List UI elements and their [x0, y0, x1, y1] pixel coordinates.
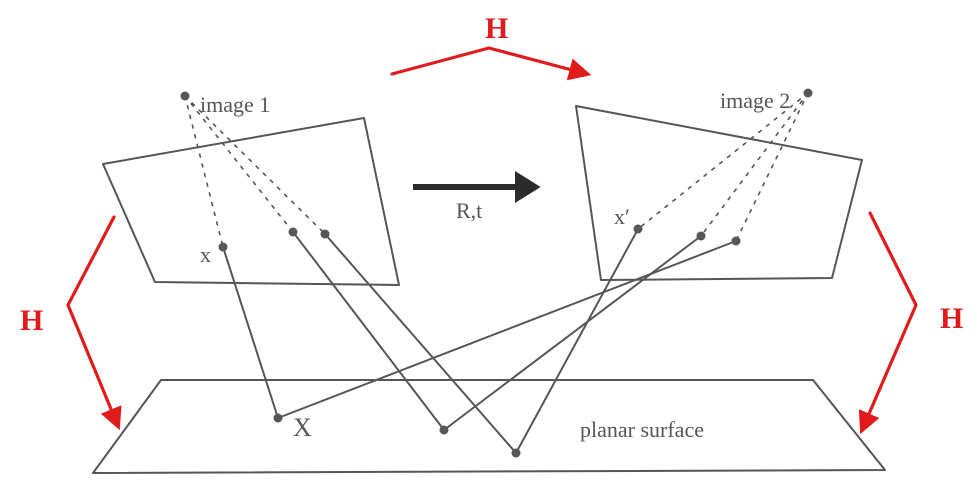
world-point-0 [274, 414, 283, 423]
right-camera-center [804, 89, 813, 98]
label-H-top: H [485, 12, 508, 45]
right-ray-1 [444, 236, 701, 430]
label-R-t: R,t [456, 198, 482, 223]
left-image-point-1 [289, 228, 298, 237]
red-arrow-right [862, 213, 916, 430]
left-ray-0 [223, 247, 278, 418]
right-dotted-ray-1 [701, 93, 808, 236]
right-image-point-0 [634, 225, 643, 234]
center-arrow-head [515, 171, 541, 203]
left-dotted-ray-0 [185, 96, 223, 247]
left-ray-2 [325, 234, 516, 453]
label-x: x [200, 242, 211, 267]
label-image-2: image 2 [720, 88, 790, 113]
left-image-plane [103, 118, 399, 285]
left-ray-1 [293, 232, 444, 430]
label-H-right: H [940, 302, 963, 335]
world-point-2 [512, 449, 521, 458]
right-dotted-ray-2 [736, 93, 808, 241]
left-camera-center [181, 92, 190, 101]
label-world-X: X [293, 413, 312, 442]
left-image-point-2 [321, 230, 330, 239]
label-x-prime: x′ [614, 204, 630, 229]
left-image-point-0 [219, 243, 228, 252]
label-H-left: H [20, 304, 43, 337]
right-dotted-ray-0 [638, 93, 808, 229]
world-point-1 [440, 426, 449, 435]
right-image-point-1 [697, 232, 706, 241]
label-planar-surface: planar surface [580, 417, 704, 442]
red-arrow-left [68, 217, 118, 426]
right-image-point-2 [732, 237, 741, 246]
right-ray-2 [278, 241, 736, 418]
red-arrow-top [392, 48, 587, 74]
right-image-plane [576, 106, 862, 280]
ground-plane [93, 380, 885, 473]
label-image-1: image 1 [200, 92, 270, 117]
